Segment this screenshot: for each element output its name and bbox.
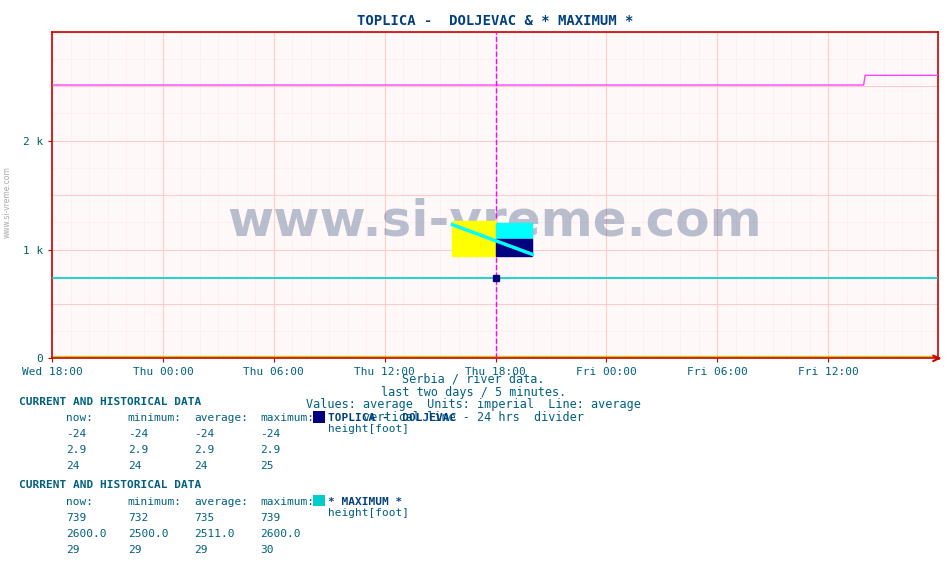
Text: 2.9: 2.9	[66, 445, 86, 455]
Text: CURRENT AND HISTORICAL DATA: CURRENT AND HISTORICAL DATA	[19, 397, 201, 406]
Text: 735: 735	[194, 513, 214, 523]
Text: www.si-vreme.com: www.si-vreme.com	[227, 197, 762, 245]
Text: 29: 29	[128, 545, 141, 555]
Text: 25: 25	[260, 461, 274, 471]
Text: last two days / 5 minutes.: last two days / 5 minutes.	[381, 386, 566, 398]
Text: 29: 29	[66, 545, 80, 555]
Text: maximum:: maximum:	[260, 413, 314, 423]
Text: -24: -24	[260, 429, 280, 439]
Text: Values: average  Units: imperial  Line: average: Values: average Units: imperial Line: av…	[306, 398, 641, 411]
Text: -24: -24	[66, 429, 86, 439]
Text: vertical line - 24 hrs  divider: vertical line - 24 hrs divider	[363, 411, 584, 424]
Text: minimum:: minimum:	[128, 413, 182, 423]
Text: CURRENT AND HISTORICAL DATA: CURRENT AND HISTORICAL DATA	[19, 480, 201, 490]
Bar	[495, 239, 532, 256]
Text: 2.9: 2.9	[128, 445, 148, 455]
Text: www.si-vreme.com: www.si-vreme.com	[3, 166, 12, 238]
Text: 2500.0: 2500.0	[128, 529, 169, 539]
Text: -24: -24	[194, 429, 214, 439]
Text: now:: now:	[66, 413, 94, 423]
Text: now:: now:	[66, 497, 94, 506]
Text: average:: average:	[194, 497, 248, 506]
Text: 732: 732	[128, 513, 148, 523]
Bar	[495, 223, 532, 239]
Text: TOPLICA -  DOLJEVAC: TOPLICA - DOLJEVAC	[328, 413, 456, 423]
Text: 24: 24	[66, 461, 80, 471]
Text: 2600.0: 2600.0	[260, 529, 301, 539]
Text: minimum:: minimum:	[128, 497, 182, 506]
Text: height[foot]: height[foot]	[328, 424, 409, 434]
Text: 30: 30	[260, 545, 274, 555]
Text: 2.9: 2.9	[260, 445, 280, 455]
Text: -24: -24	[128, 429, 148, 439]
Text: * MAXIMUM *: * MAXIMUM *	[328, 497, 402, 506]
Bar	[453, 221, 495, 256]
Title: TOPLICA -  DOLJEVAC & * MAXIMUM *: TOPLICA - DOLJEVAC & * MAXIMUM *	[357, 14, 633, 28]
Text: 29: 29	[194, 545, 207, 555]
Text: 2600.0: 2600.0	[66, 529, 107, 539]
Text: 2.9: 2.9	[194, 445, 214, 455]
Text: 2511.0: 2511.0	[194, 529, 235, 539]
Text: 24: 24	[128, 461, 141, 471]
Text: maximum:: maximum:	[260, 497, 314, 506]
Text: 24: 24	[194, 461, 207, 471]
Text: height[foot]: height[foot]	[328, 508, 409, 518]
Text: average:: average:	[194, 413, 248, 423]
Text: 739: 739	[260, 513, 280, 523]
Text: Serbia / river data.: Serbia / river data.	[402, 373, 545, 386]
Text: 739: 739	[66, 513, 86, 523]
